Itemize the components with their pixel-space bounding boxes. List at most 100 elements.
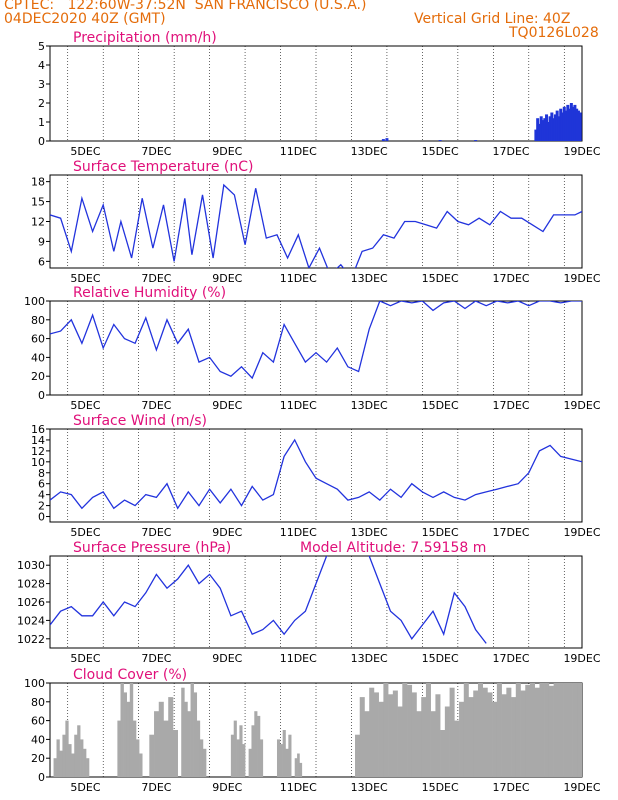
precipitation-bar <box>546 122 550 141</box>
cloud-cover-bar <box>416 711 422 777</box>
header-grid-info: Vertical Grid Line: 40Z <box>414 11 571 27</box>
cloud-cover-title: Cloud Cover (%) <box>73 667 187 683</box>
cloud-cover-bar <box>172 730 178 777</box>
cloud-cover-x-tick-label: 19DEC <box>563 781 600 794</box>
cloud-cover-bar <box>294 758 298 777</box>
humidity-x-tick-label: 9DEC <box>212 399 242 412</box>
precipitation-bar <box>553 114 557 141</box>
precipitation-bar <box>557 116 561 141</box>
cloud-cover-bar <box>482 687 488 777</box>
cloud-cover-bar <box>251 725 255 777</box>
precipitation-bar <box>568 108 572 141</box>
cloud-cover-bar <box>168 697 174 777</box>
humidity-x-tick-label: 15DEC <box>422 399 459 412</box>
humidity-x-tick-label: 19DEC <box>563 399 600 412</box>
cloud-cover-bar <box>129 683 134 777</box>
wind-x-tick-label: 11DEC <box>280 526 317 539</box>
precipitation-bar <box>571 106 575 141</box>
cloud-cover-bar <box>515 683 521 777</box>
temperature-y-tick-label: 18 <box>31 176 45 189</box>
cloud-cover-bar <box>285 748 289 777</box>
cloud-cover-bar <box>149 734 155 777</box>
precipitation-bar <box>573 104 577 141</box>
precipitation-bar <box>552 118 556 141</box>
cloud-cover-bar <box>158 701 164 777</box>
cloud-cover-bar <box>123 692 127 777</box>
precipitation-bar <box>385 138 389 141</box>
pressure-title: Surface Pressure (hPa) <box>73 540 231 556</box>
pressure-annotation: Model Altitude: 7.59158 m <box>300 540 486 556</box>
precipitation-y-tick-label: 2 <box>38 97 45 110</box>
pressure-series-line <box>50 556 487 644</box>
header-run-id: TQ0126L028 <box>509 25 599 41</box>
cloud-cover-bar <box>558 683 564 777</box>
precipitation-x-tick-label: 5DEC <box>70 145 100 158</box>
precipitation-bar <box>578 112 582 141</box>
cloud-cover-bar <box>487 692 493 777</box>
cloud-cover-bar <box>136 739 140 777</box>
wind-x-tick-label: 9DEC <box>212 526 242 539</box>
temperature-y-tick-label: 12 <box>31 216 45 229</box>
cloud-cover-bar <box>86 758 90 777</box>
cloud-cover-y-tick-label: 60 <box>31 715 45 728</box>
cloud-cover-bar <box>83 748 87 777</box>
cloud-cover-bar <box>74 734 78 777</box>
wind-title: Surface Wind (m/s) <box>73 413 207 429</box>
cloud-cover-bar <box>383 683 389 777</box>
cloud-cover-bar <box>248 748 252 777</box>
cloud-cover-bar <box>80 739 84 777</box>
pressure-y-tick-label: 1022 <box>17 633 45 646</box>
humidity-x-tick-label: 5DEC <box>70 399 100 412</box>
wind-plot-area <box>50 438 582 510</box>
cloud-cover-bar <box>501 694 507 777</box>
cloud-cover-plot-area <box>53 683 582 777</box>
cloud-cover-bar <box>359 697 365 777</box>
header-location: CPTEC: 122:60W-37:52N SAN FRANCISCO (U.S… <box>4 0 367 13</box>
humidity-series-line <box>50 301 582 380</box>
cloud-cover-bar <box>407 684 413 777</box>
cloud-cover-bar <box>117 720 121 777</box>
cloud-cover-bar <box>187 711 191 777</box>
temperature-title: Surface Temperature (nC) <box>73 159 254 175</box>
pressure-plot-area <box>50 556 487 644</box>
cloud-cover-bar <box>193 692 198 777</box>
temperature-series-line <box>50 183 582 268</box>
temperature-x-tick-label: 9DEC <box>212 272 242 285</box>
precipitation-bar <box>543 118 547 141</box>
precipitation-bar <box>381 139 385 141</box>
cloud-cover-bar <box>279 744 283 777</box>
precipitation-bar <box>537 123 541 141</box>
cloud-cover-bar <box>59 750 63 777</box>
cloud-cover-bar <box>233 720 237 777</box>
cloud-cover-bar <box>139 753 143 777</box>
cloud-cover-bar <box>355 734 361 777</box>
precipitation-bar <box>545 114 549 141</box>
temperature-x-tick-label: 5DEC <box>70 272 100 285</box>
humidity-y-tick-label: 100 <box>24 295 45 308</box>
temperature-x-tick-label: 15DEC <box>422 272 459 285</box>
precipitation-x-tick-label: 17DEC <box>493 145 530 158</box>
cloud-cover-x-tick-label: 17DEC <box>493 781 530 794</box>
cloud-cover-bar <box>402 683 408 777</box>
cloud-cover-bar <box>202 748 207 777</box>
cloud-cover-bar <box>65 720 69 777</box>
cloud-cover-bar <box>506 687 512 777</box>
precipitation-bar <box>536 118 540 141</box>
cloud-cover-bar <box>154 711 160 777</box>
cloud-cover-bar <box>239 725 243 777</box>
cloud-cover-bar <box>254 711 258 777</box>
precipitation-bar <box>576 110 580 141</box>
precipitation-bar <box>550 112 554 141</box>
cloud-cover-bar <box>190 683 194 777</box>
pressure-y-tick-label: 1028 <box>17 578 45 591</box>
cloud-cover-bar <box>411 692 417 777</box>
cloud-cover-bar <box>199 739 204 777</box>
wind-series-line <box>50 438 582 510</box>
pressure-x-tick-label: 11DEC <box>280 652 317 665</box>
cloud-cover-bar <box>276 739 281 777</box>
cloud-cover-y-tick-label: 40 <box>31 733 45 746</box>
precipitation-title: Precipitation (mm/h) <box>73 30 217 46</box>
cloud-cover-bar <box>477 683 483 777</box>
cloud-cover-bar <box>473 690 479 777</box>
pressure-x-tick-label: 19DEC <box>563 652 600 665</box>
